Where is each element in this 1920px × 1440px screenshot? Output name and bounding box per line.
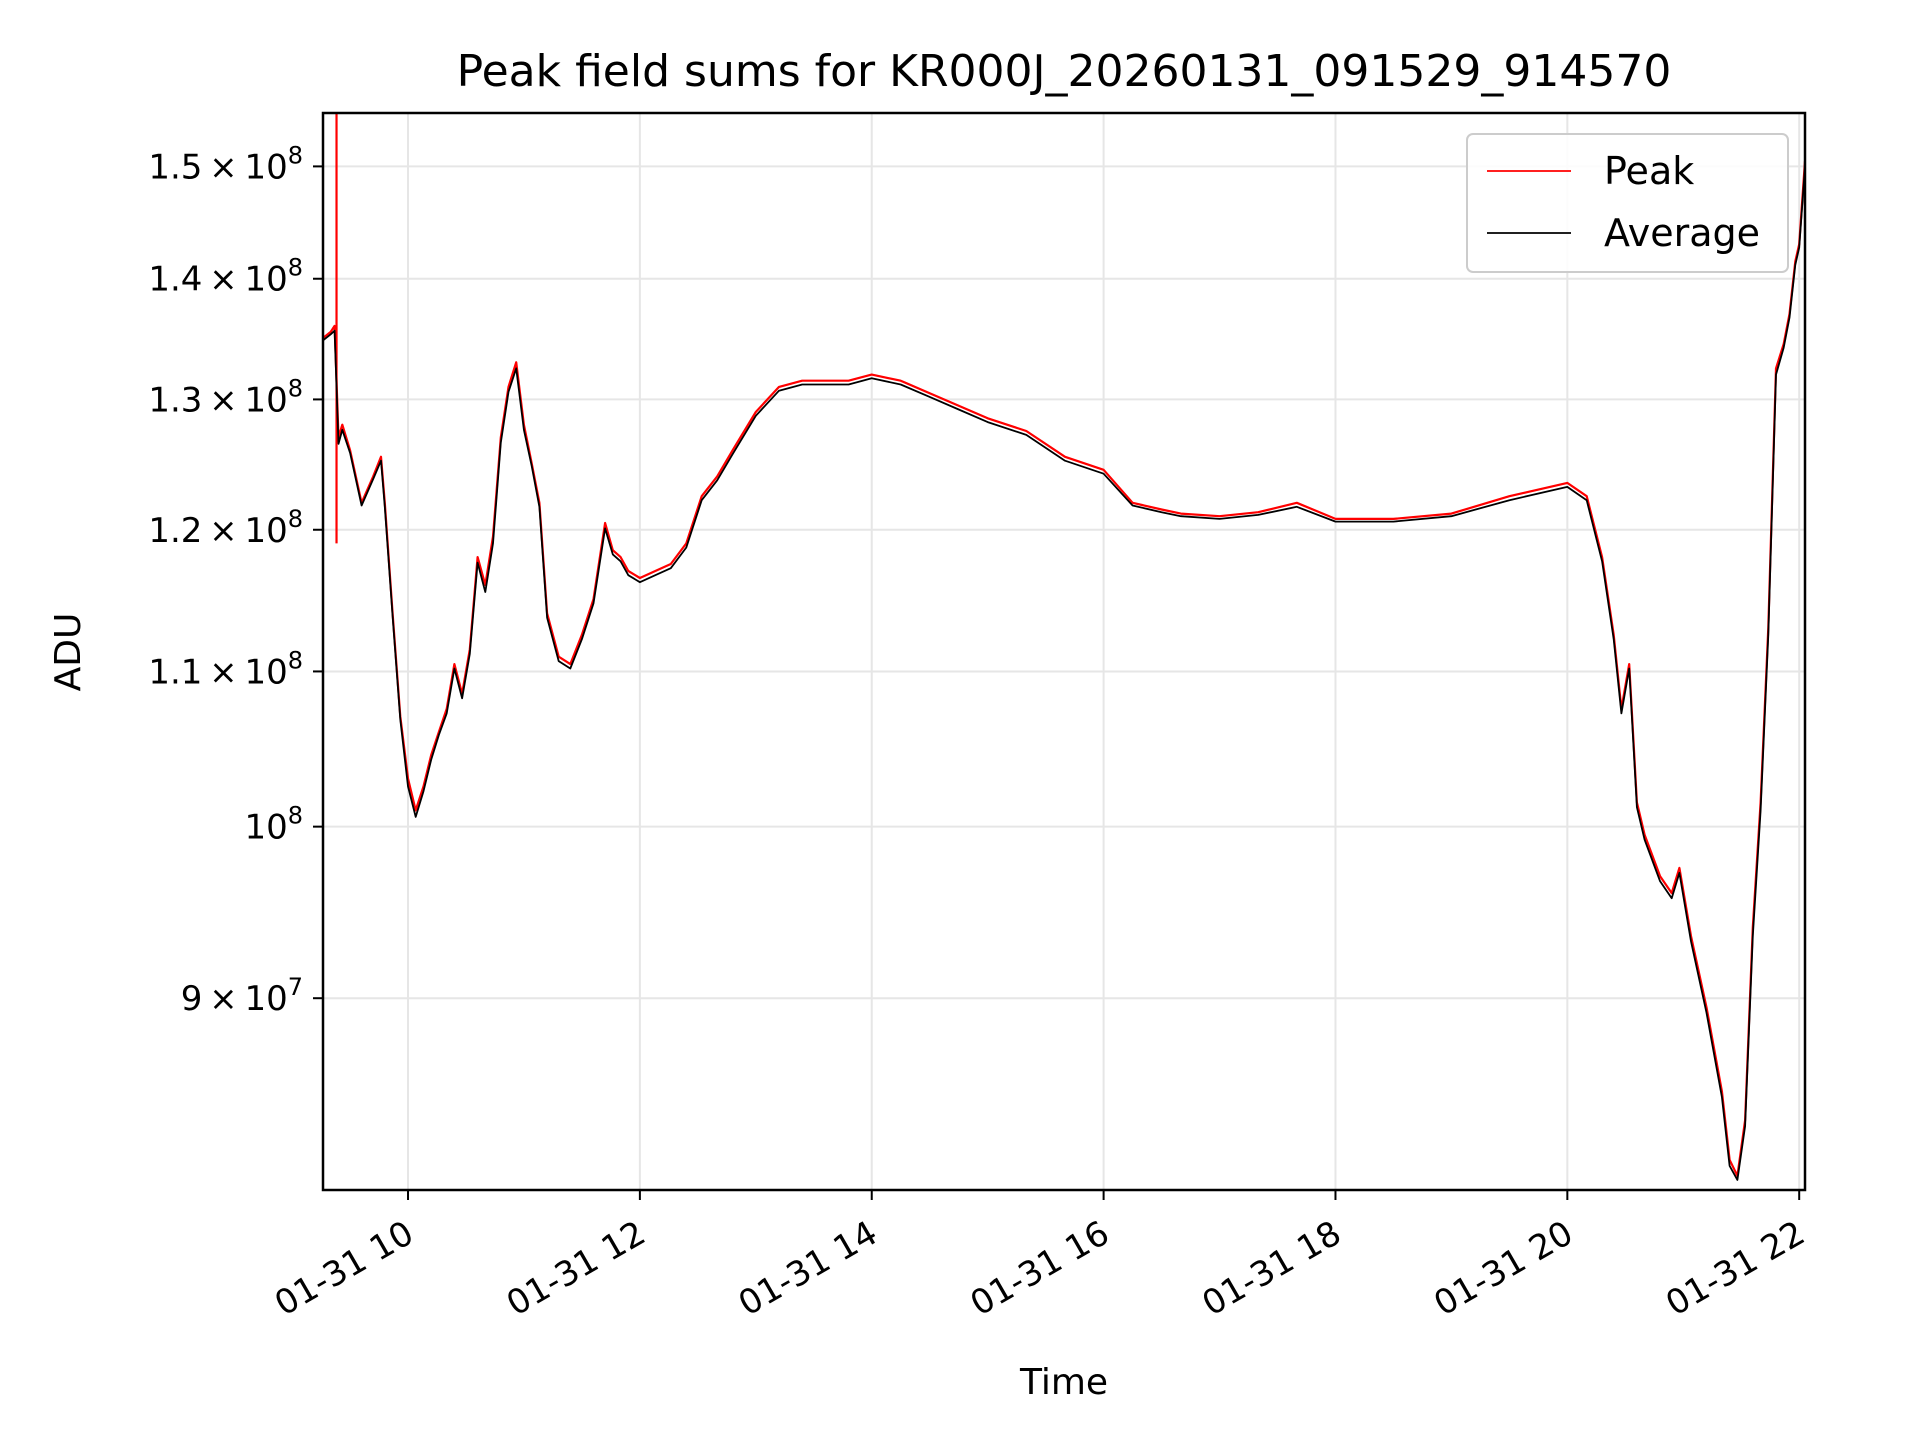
- y-tick-label: 108: [244, 802, 303, 848]
- y-tick-label: 1.5 × 108: [148, 141, 303, 187]
- legend-label: Average: [1604, 211, 1760, 255]
- y-tick-label: 1.2 × 108: [148, 505, 303, 551]
- series-line-peak: [323, 160, 1805, 1177]
- series-line-average: [323, 166, 1805, 1181]
- y-tick-label: 1.3 × 108: [148, 374, 303, 420]
- legend-label: Peak: [1604, 149, 1694, 193]
- y-axis-label: ADU: [48, 613, 89, 692]
- x-axis-label: Time: [1019, 1362, 1108, 1403]
- series-lines: [323, 113, 1805, 1181]
- y-tick-label: 9 × 107: [181, 973, 303, 1019]
- chart-title: Peak field sums for KR000J_20260131_0915…: [457, 46, 1672, 97]
- y-axis-ticks: 9 × 107 108 1.1 × 108 1.2 × 108 1.3 × 108 1.4…: [148, 141, 323, 1019]
- legend: Peak Average: [1466, 133, 1789, 273]
- y-tick-label: 1.4 × 108: [148, 254, 303, 300]
- grid-lines: [323, 113, 1805, 1190]
- legend-box: [1466, 133, 1789, 273]
- y-tick-label: 1.1 × 108: [148, 646, 303, 692]
- plot-frame: [321, 111, 1807, 1192]
